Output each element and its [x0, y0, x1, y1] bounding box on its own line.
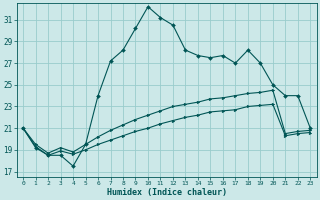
X-axis label: Humidex (Indice chaleur): Humidex (Indice chaleur): [107, 188, 227, 197]
